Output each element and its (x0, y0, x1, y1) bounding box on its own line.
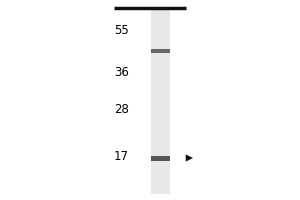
Text: 17: 17 (114, 151, 129, 164)
Text: 55: 55 (114, 24, 129, 38)
Text: 36: 36 (114, 66, 129, 78)
Bar (151, 49, 170, 53)
Text: 28: 28 (114, 103, 129, 116)
Bar (151, 8, 170, 194)
Bar (151, 156, 170, 160)
